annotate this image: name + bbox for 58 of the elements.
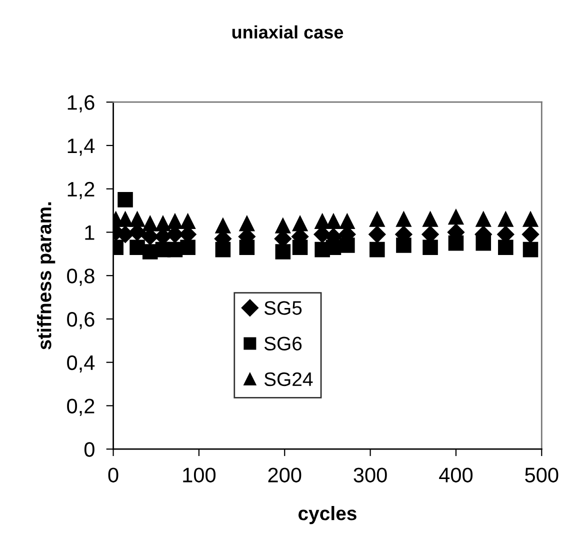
point <box>275 218 291 234</box>
y-tick-label: 0,2 <box>67 398 94 416</box>
y-tick-label: 0,8 <box>67 268 94 286</box>
y-tick-label: 0,4 <box>67 355 95 373</box>
point <box>368 226 386 243</box>
point <box>498 240 514 256</box>
legend-label: SG6 <box>264 336 302 350</box>
x-tick-label: 0 <box>108 468 118 482</box>
point <box>422 240 438 256</box>
y-tick-label: 1 <box>85 225 94 240</box>
point <box>292 216 308 232</box>
point <box>498 212 514 227</box>
x-axis-title: cycles <box>298 506 356 524</box>
point <box>142 244 158 260</box>
point <box>476 235 492 251</box>
point <box>448 235 464 251</box>
y-tick-label: 0 <box>84 442 94 457</box>
chart-title: uniaxial case <box>232 25 344 39</box>
point <box>522 226 540 243</box>
x-tick-label: 300 <box>354 468 387 482</box>
point <box>155 216 171 232</box>
x-tick-label: 100 <box>183 468 216 482</box>
point <box>292 240 308 256</box>
point <box>275 244 291 260</box>
y-axis-title: stiffness param. <box>37 202 56 350</box>
point <box>340 214 355 230</box>
point <box>314 214 330 230</box>
point <box>396 238 412 253</box>
point <box>118 212 133 227</box>
y-tick-label: 1,6 <box>68 95 94 112</box>
point <box>239 240 255 256</box>
point <box>167 214 183 230</box>
point <box>448 209 464 225</box>
point <box>215 218 231 234</box>
x-tick-label: 200 <box>268 468 302 482</box>
x-tick-label: 400 <box>439 468 473 482</box>
y-tick-label: 0,6 <box>67 312 94 330</box>
point <box>340 238 355 253</box>
legend-label: SG24 <box>264 372 313 386</box>
point <box>522 242 538 258</box>
y-tick-label: 1,4 <box>68 138 95 156</box>
point <box>239 216 255 232</box>
y-tick-label: 1,2 <box>68 182 94 200</box>
point <box>522 212 538 227</box>
point <box>180 240 196 256</box>
point <box>215 242 231 258</box>
legend-label: SG5 <box>264 301 302 315</box>
point <box>326 214 342 230</box>
point <box>396 212 412 227</box>
point <box>370 212 385 227</box>
point <box>370 242 385 258</box>
point <box>422 212 438 227</box>
x-tick-label: 500 <box>525 468 558 482</box>
point <box>180 214 196 230</box>
point <box>476 212 492 227</box>
point <box>118 192 133 208</box>
point <box>142 216 158 232</box>
point <box>130 212 145 227</box>
